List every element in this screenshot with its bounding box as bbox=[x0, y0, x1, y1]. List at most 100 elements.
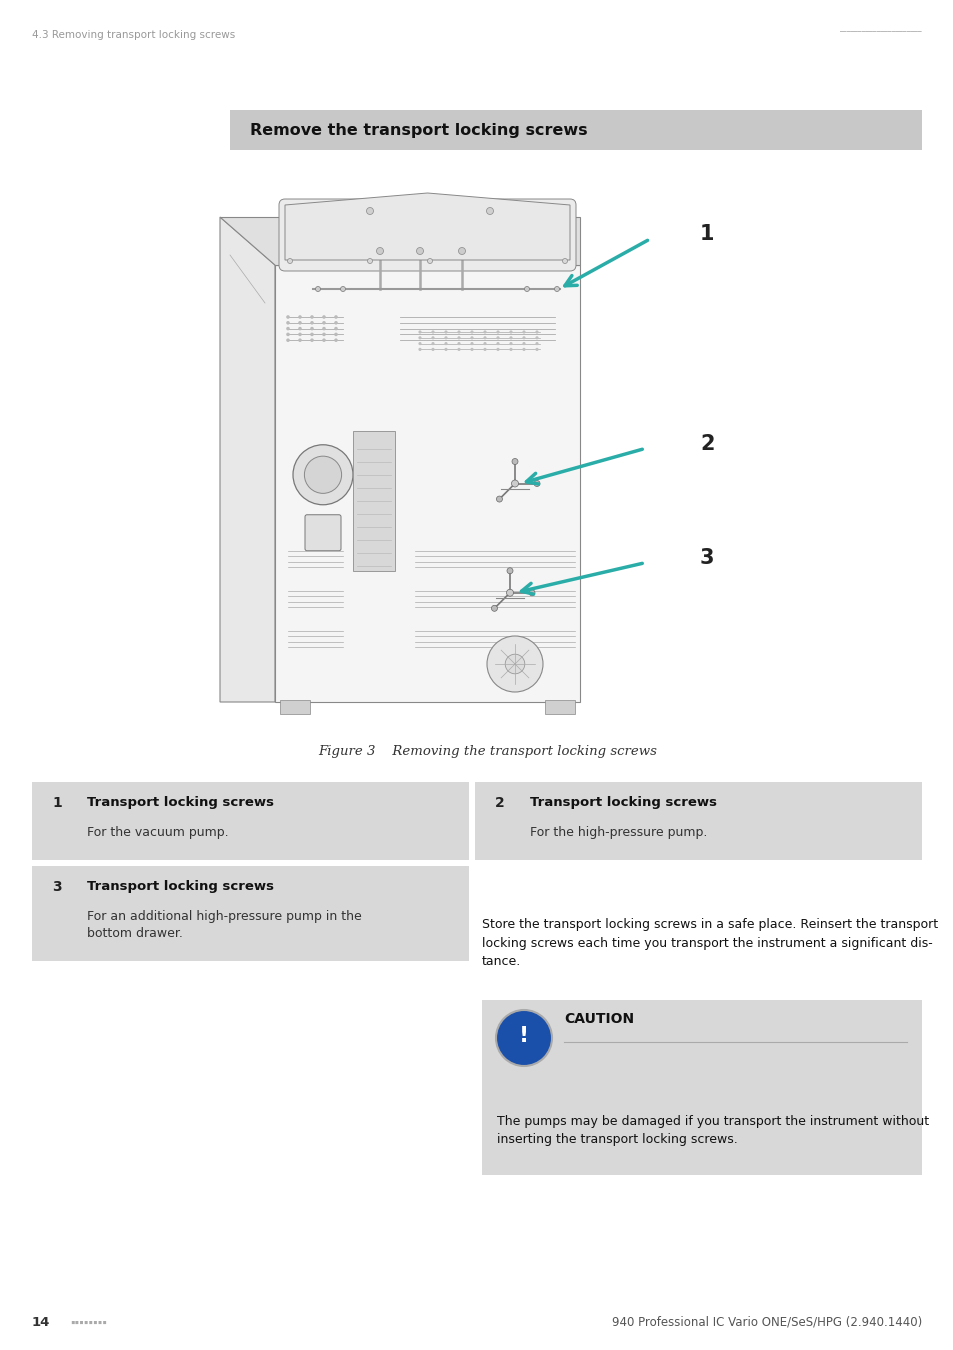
FancyBboxPatch shape bbox=[544, 701, 575, 714]
Circle shape bbox=[334, 332, 337, 336]
Circle shape bbox=[509, 331, 512, 333]
FancyBboxPatch shape bbox=[230, 109, 921, 150]
Circle shape bbox=[286, 327, 290, 331]
Circle shape bbox=[535, 342, 538, 346]
Circle shape bbox=[334, 315, 337, 319]
Circle shape bbox=[496, 1010, 552, 1066]
Circle shape bbox=[470, 342, 473, 346]
Circle shape bbox=[298, 339, 301, 342]
Circle shape bbox=[418, 336, 421, 339]
Circle shape bbox=[524, 286, 529, 292]
Circle shape bbox=[486, 208, 493, 215]
Text: 1: 1 bbox=[700, 224, 714, 244]
Text: The pumps may be damaged if you transport the instrument without
inserting the t: The pumps may be damaged if you transpor… bbox=[497, 1115, 928, 1146]
Circle shape bbox=[535, 348, 538, 351]
Circle shape bbox=[554, 286, 558, 292]
Circle shape bbox=[444, 348, 447, 351]
Text: Store the transport locking screws in a safe place. Reinsert the transport
locki: Store the transport locking screws in a … bbox=[481, 918, 937, 968]
Text: 940 Professional IC Vario ONE/SeS/HPG (2.940.1440): 940 Professional IC Vario ONE/SeS/HPG (2… bbox=[611, 1315, 921, 1328]
Circle shape bbox=[470, 348, 473, 351]
Circle shape bbox=[496, 342, 499, 346]
Circle shape bbox=[298, 321, 301, 324]
Circle shape bbox=[286, 321, 290, 324]
Circle shape bbox=[511, 481, 518, 487]
Circle shape bbox=[509, 348, 512, 351]
Circle shape bbox=[298, 327, 301, 331]
Circle shape bbox=[322, 339, 326, 342]
Circle shape bbox=[310, 315, 314, 319]
FancyBboxPatch shape bbox=[481, 1000, 921, 1174]
Circle shape bbox=[315, 286, 320, 292]
Circle shape bbox=[287, 258, 293, 263]
Circle shape bbox=[522, 331, 525, 333]
Circle shape bbox=[334, 327, 337, 331]
Circle shape bbox=[456, 331, 460, 333]
Text: For the vacuum pump.: For the vacuum pump. bbox=[87, 826, 229, 838]
Circle shape bbox=[418, 342, 421, 346]
Circle shape bbox=[458, 247, 465, 255]
Circle shape bbox=[322, 332, 326, 336]
Circle shape bbox=[427, 258, 432, 263]
Circle shape bbox=[334, 339, 337, 342]
Circle shape bbox=[483, 342, 486, 346]
Circle shape bbox=[304, 456, 341, 493]
Circle shape bbox=[496, 336, 499, 339]
Circle shape bbox=[470, 331, 473, 333]
Circle shape bbox=[522, 336, 525, 339]
Circle shape bbox=[456, 336, 460, 339]
Circle shape bbox=[535, 331, 538, 333]
Circle shape bbox=[322, 327, 326, 331]
Circle shape bbox=[535, 336, 538, 339]
FancyBboxPatch shape bbox=[278, 198, 576, 271]
FancyBboxPatch shape bbox=[32, 782, 469, 860]
Circle shape bbox=[496, 331, 499, 333]
Circle shape bbox=[444, 336, 447, 339]
FancyBboxPatch shape bbox=[475, 782, 921, 860]
Circle shape bbox=[512, 459, 517, 464]
Text: CAUTION: CAUTION bbox=[563, 1012, 634, 1026]
Circle shape bbox=[506, 568, 513, 574]
Circle shape bbox=[310, 321, 314, 324]
FancyBboxPatch shape bbox=[353, 431, 395, 571]
Circle shape bbox=[322, 315, 326, 319]
FancyBboxPatch shape bbox=[32, 865, 469, 961]
Text: 1: 1 bbox=[52, 796, 62, 810]
Circle shape bbox=[444, 342, 447, 346]
Text: ━━━━━━━━━━━━━━━━━━━━━━: ━━━━━━━━━━━━━━━━━━━━━━ bbox=[839, 30, 921, 35]
Text: 2: 2 bbox=[495, 796, 504, 810]
Polygon shape bbox=[285, 193, 569, 261]
Circle shape bbox=[298, 332, 301, 336]
Circle shape bbox=[293, 444, 353, 505]
Circle shape bbox=[431, 342, 435, 346]
Circle shape bbox=[431, 331, 435, 333]
Circle shape bbox=[310, 327, 314, 331]
Text: 3: 3 bbox=[52, 880, 62, 894]
Circle shape bbox=[496, 348, 499, 351]
Text: For the high-pressure pump.: For the high-pressure pump. bbox=[530, 826, 706, 838]
Circle shape bbox=[416, 247, 423, 255]
Circle shape bbox=[456, 342, 460, 346]
Text: !: ! bbox=[518, 1026, 529, 1046]
FancyBboxPatch shape bbox=[280, 701, 310, 714]
Circle shape bbox=[298, 315, 301, 319]
Circle shape bbox=[366, 208, 374, 215]
Circle shape bbox=[456, 348, 460, 351]
Circle shape bbox=[444, 331, 447, 333]
Circle shape bbox=[431, 348, 435, 351]
Circle shape bbox=[483, 336, 486, 339]
Circle shape bbox=[431, 336, 435, 339]
Text: ▪▪▪▪▪▪▪▪: ▪▪▪▪▪▪▪▪ bbox=[70, 1318, 107, 1327]
Text: Transport locking screws: Transport locking screws bbox=[87, 880, 274, 892]
Polygon shape bbox=[220, 217, 579, 265]
Circle shape bbox=[506, 589, 513, 597]
Circle shape bbox=[367, 258, 372, 263]
Circle shape bbox=[418, 348, 421, 351]
Text: 14: 14 bbox=[32, 1315, 51, 1328]
Text: Transport locking screws: Transport locking screws bbox=[87, 796, 274, 809]
Circle shape bbox=[529, 590, 535, 595]
Circle shape bbox=[562, 258, 567, 263]
FancyBboxPatch shape bbox=[305, 514, 340, 551]
Circle shape bbox=[376, 247, 383, 255]
Text: 3: 3 bbox=[700, 548, 714, 568]
Circle shape bbox=[505, 655, 524, 674]
